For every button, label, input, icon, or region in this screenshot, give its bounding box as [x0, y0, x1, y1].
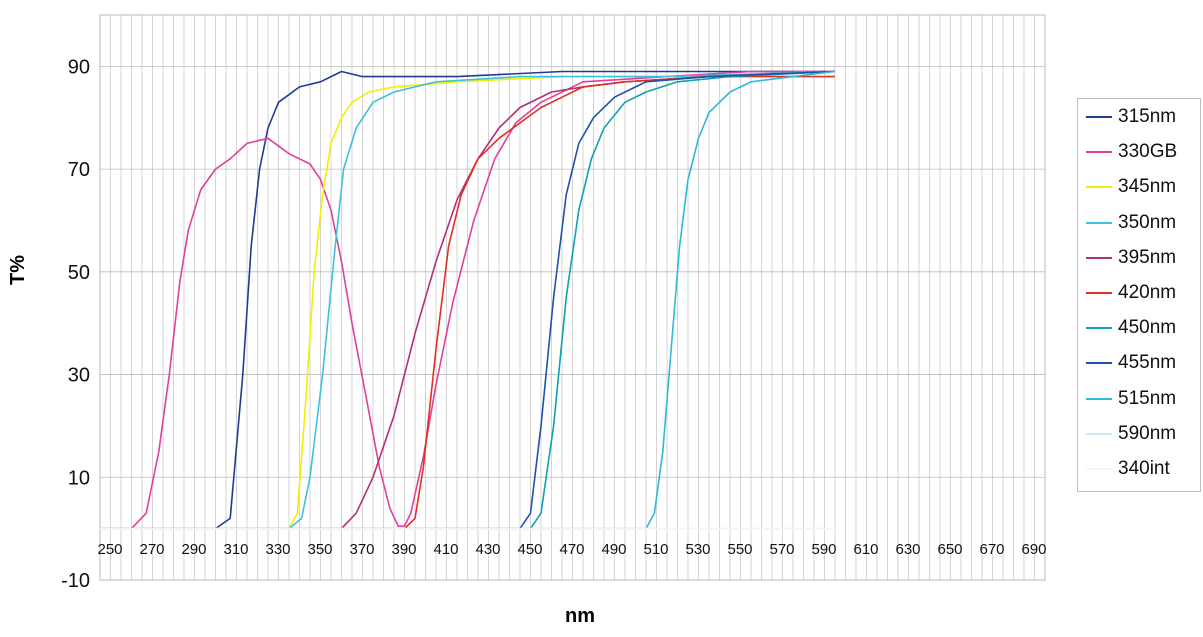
x-tick-label: 690	[1021, 541, 1046, 558]
gridlines	[99, 15, 1046, 581]
legend-label: 420nm	[1118, 282, 1177, 303]
legend-item: 515nm	[1086, 387, 1177, 409]
legend-swatch	[1086, 116, 1112, 118]
plot-area-frame	[99, 14, 1046, 581]
legend-label: 350nm	[1118, 211, 1177, 233]
y-axis-label: T%	[7, 255, 29, 285]
legend-item: 350nm	[1086, 211, 1177, 233]
legend-item: 330GB	[1086, 141, 1178, 163]
x-tick-label: 290	[181, 541, 206, 558]
y-tick-labels: -10 10 30 50 70 90	[61, 56, 90, 592]
legend-swatch	[1086, 256, 1112, 259]
x-tick-label: 330	[265, 541, 290, 558]
legend-label: 455nm	[1118, 352, 1177, 374]
legend-item: 345nm	[1086, 176, 1177, 198]
legend-item: 450nm	[1086, 317, 1177, 339]
x-tick-label: 590	[811, 541, 836, 558]
x-tick-label: 610	[853, 541, 878, 558]
legend-label: 590nm	[1118, 422, 1177, 444]
y-tick-label: 90	[68, 56, 90, 78]
x-tick-label: 250	[97, 541, 122, 558]
legend-item: 420nm	[1086, 282, 1177, 303]
x-tick-label: 450	[517, 541, 542, 558]
legend-swatch	[1086, 292, 1112, 294]
x-tick-label: 350	[307, 541, 332, 558]
legend-label: 395nm	[1118, 246, 1177, 268]
x-tick-label: 570	[769, 541, 794, 558]
y-tick-label: -10	[61, 570, 90, 592]
legend-swatch	[1086, 151, 1112, 154]
x-tick-label: 670	[979, 541, 1004, 558]
x-axis-label: nm	[565, 605, 595, 627]
legend-item: 315nm	[1086, 106, 1177, 127]
legend-label: 315nm	[1118, 106, 1177, 127]
legend-label: 330GB	[1118, 141, 1178, 163]
y-tick-label: 30	[68, 365, 90, 387]
legend-item: 590nm	[1086, 422, 1177, 444]
x-tick-label: 390	[391, 541, 416, 558]
x-tick-label: 530	[685, 541, 710, 558]
legend-label: 450nm	[1118, 317, 1177, 339]
y-tick-label: 10	[68, 467, 90, 489]
legend-swatch	[1086, 397, 1112, 400]
series-lines	[100, 70, 836, 530]
legend-swatch	[1086, 186, 1112, 189]
x-tick-label: 510	[643, 541, 668, 558]
legend-swatch	[1086, 468, 1112, 470]
legend-swatch	[1086, 432, 1112, 435]
legend-item: 395nm	[1086, 246, 1177, 268]
x-tick-label: 490	[601, 541, 626, 558]
legend-item: 340int	[1086, 458, 1170, 479]
y-tick-label: 50	[68, 262, 90, 284]
x-tick-label: 550	[727, 541, 752, 558]
legend-swatch	[1086, 362, 1112, 365]
x-tick-label: 310	[223, 541, 248, 558]
legend-label: 340int	[1118, 458, 1170, 479]
x-tick-label: 370	[349, 541, 374, 558]
series-line-345nm	[100, 70, 836, 530]
x-tick-label: 630	[895, 541, 920, 558]
series-line-350nm	[100, 70, 836, 530]
legend-swatch	[1086, 221, 1112, 224]
series-line-455nm	[100, 70, 836, 530]
series-line-450nm	[100, 70, 836, 530]
legend-swatch	[1086, 327, 1112, 330]
x-tick-label: 470	[559, 541, 584, 558]
y-tick-label: 70	[68, 159, 90, 181]
series-line-515nm	[100, 70, 836, 530]
x-tick-labels: 250 270 290 310 330 350 370 390 410 430 450 470 490 5…	[97, 541, 1046, 558]
legend-label: 515nm	[1118, 387, 1177, 409]
legend-item: 455nm	[1086, 352, 1177, 374]
legend-label: 345nm	[1118, 176, 1177, 198]
x-tick-label: 410	[433, 541, 458, 558]
x-tick-label: 430	[475, 541, 500, 558]
series-line-330GB	[100, 70, 835, 530]
x-tick-label: 270	[139, 541, 164, 558]
series-line-420nm	[100, 75, 835, 530]
legend: 315nm 330GB 345nm 350nm 395nm 420nm 450nm 455nm…	[1077, 98, 1201, 492]
series-line-315nm	[100, 70, 835, 530]
x-tick-label: 650	[937, 541, 962, 558]
